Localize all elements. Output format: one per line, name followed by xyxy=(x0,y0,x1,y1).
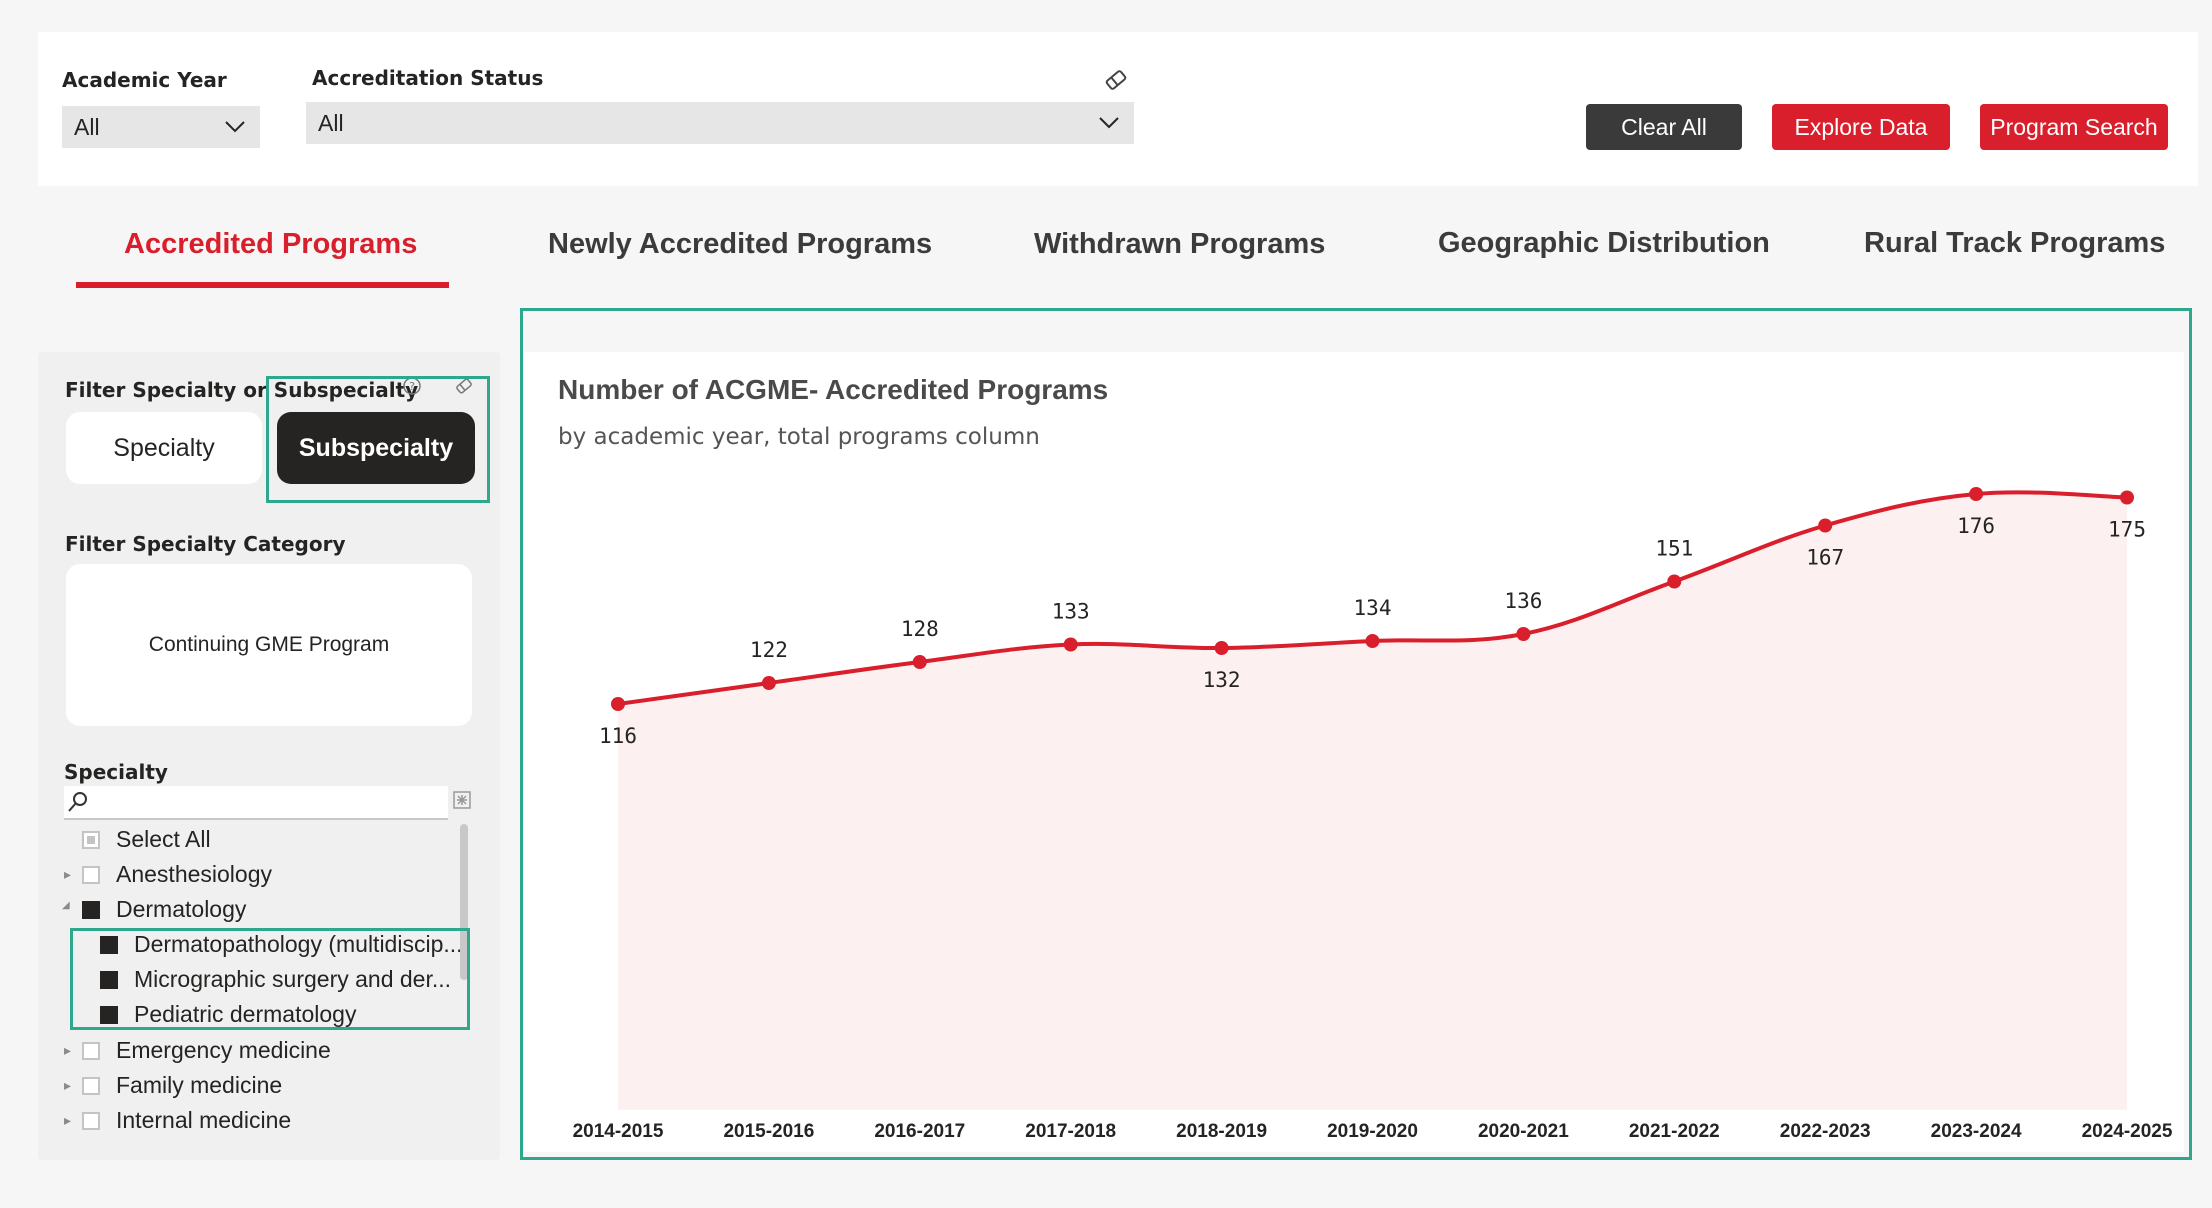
list-item-family-medicine[interactable]: Family medicine xyxy=(82,1072,282,1099)
filter-specialty-label: Filter Specialty or Subspecialty xyxy=(65,378,419,402)
data-label: 167 xyxy=(1806,546,1844,570)
program-search-button[interactable]: Program Search xyxy=(1980,104,2168,150)
data-label: 132 xyxy=(1203,668,1241,692)
expand-icon[interactable]: ▸ xyxy=(64,866,72,882)
clear-selection-icon[interactable] xyxy=(452,790,472,810)
list-item-micrographic-surgery[interactable]: Micrographic surgery and der... xyxy=(100,966,451,993)
checkbox[interactable] xyxy=(82,865,100,884)
collapse-icon[interactable]: ◢ xyxy=(62,900,70,911)
accreditation-status-value: All xyxy=(318,109,344,136)
tab-withdrawn-programs[interactable]: Withdrawn Programs xyxy=(1034,228,1326,260)
checkbox[interactable] xyxy=(100,1005,118,1024)
tab-rural-track-programs[interactable]: Rural Track Programs xyxy=(1864,227,2166,259)
tab-accredited-programs[interactable]: Accredited Programs xyxy=(124,228,418,260)
x-tick-label: 2024-2025 xyxy=(2082,1121,2173,1142)
checkbox[interactable] xyxy=(82,1111,100,1130)
data-point[interactable] xyxy=(2120,490,2134,505)
chart-title: Number of ACGME- Accredited Programs xyxy=(558,374,1109,405)
eraser-icon[interactable] xyxy=(453,375,475,397)
x-tick-label: 2020-2021 xyxy=(1478,1121,1569,1142)
list-scrollbar[interactable] xyxy=(460,824,468,980)
x-tick-label: 2018-2019 xyxy=(1176,1121,1267,1142)
data-point[interactable] xyxy=(1969,487,1984,501)
expand-icon[interactable]: ▸ xyxy=(64,1042,72,1058)
data-label: 151 xyxy=(1655,537,1693,561)
tab-newly-accredited-programs[interactable]: Newly Accredited Programs xyxy=(548,228,933,260)
chevron-down-icon xyxy=(1099,117,1119,129)
list-item-internal-medicine[interactable]: Internal medicine xyxy=(82,1107,291,1134)
left-filter-panel xyxy=(38,352,500,1160)
data-label: 133 xyxy=(1052,600,1090,624)
svg-text:?: ? xyxy=(409,380,415,393)
data-point[interactable] xyxy=(1214,641,1229,655)
checkbox[interactable] xyxy=(82,1076,100,1095)
checkbox[interactable] xyxy=(82,900,100,919)
list-item-dermatopathology[interactable]: Dermatopathology (multidiscip... xyxy=(100,931,463,958)
checkbox[interactable] xyxy=(82,1041,100,1060)
data-label: 176 xyxy=(1957,514,1995,538)
clear-all-button[interactable]: Clear All xyxy=(1586,104,1742,150)
area-fill xyxy=(618,492,2127,1110)
x-tick-label: 2014-2015 xyxy=(573,1121,664,1142)
specialty-category-button[interactable]: Continuing GME Program xyxy=(66,564,472,726)
x-tick-label: 2017-2018 xyxy=(1025,1121,1116,1142)
expand-icon[interactable]: ▸ xyxy=(64,1112,72,1128)
x-tick-label: 2015-2016 xyxy=(723,1121,814,1142)
subspecialty-toggle-button[interactable]: Subspecialty xyxy=(277,412,475,484)
data-point[interactable] xyxy=(912,655,927,669)
data-point[interactable] xyxy=(1365,634,1380,648)
data-label: 116 xyxy=(599,724,637,748)
x-tick-label: 2021-2022 xyxy=(1629,1121,1720,1142)
accreditation-status-dropdown[interactable]: All xyxy=(306,102,1134,144)
expand-icon[interactable]: ▸ xyxy=(64,1077,72,1093)
specialty-list-label: Specialty xyxy=(64,760,168,784)
checkbox[interactable] xyxy=(100,935,118,954)
list-item-emergency-medicine[interactable]: Emergency medicine xyxy=(82,1037,331,1064)
eraser-icon[interactable] xyxy=(1102,66,1130,94)
x-tick-label: 2023-2024 xyxy=(1931,1121,2022,1142)
accreditation-status-label: Accreditation Status xyxy=(312,66,544,90)
search-icon xyxy=(68,792,87,812)
filter-specialty-category-label: Filter Specialty Category xyxy=(65,532,346,556)
checkbox[interactable] xyxy=(82,830,100,849)
data-label: 136 xyxy=(1504,589,1542,613)
academic-year-dropdown[interactable]: All xyxy=(62,106,260,148)
x-tick-label: 2022-2023 xyxy=(1780,1121,1871,1142)
chart-subtitle: by academic year, total programs column xyxy=(558,424,1040,450)
data-point[interactable] xyxy=(1516,627,1531,641)
data-point[interactable] xyxy=(761,676,776,690)
academic-year-value: All xyxy=(74,113,100,140)
list-item-select-all[interactable]: Select All xyxy=(82,826,211,853)
specialty-toggle-button[interactable]: Specialty xyxy=(66,412,262,484)
data-point[interactable] xyxy=(1063,637,1078,652)
tab-geographic-distribution[interactable]: Geographic Distribution xyxy=(1438,227,1770,259)
data-point[interactable] xyxy=(1818,518,1833,533)
chevron-down-icon xyxy=(225,121,245,133)
academic-year-label: Academic Year xyxy=(62,68,227,92)
data-point[interactable] xyxy=(1667,574,1682,589)
specialty-search-input[interactable] xyxy=(64,786,448,820)
explore-data-button[interactable]: Explore Data xyxy=(1772,104,1950,150)
data-point[interactable] xyxy=(611,697,625,711)
data-label: 128 xyxy=(901,617,939,641)
list-item-anesthesiology[interactable]: Anesthesiology xyxy=(82,861,272,888)
list-item-dermatology[interactable]: Dermatology xyxy=(82,896,246,923)
list-item-pediatric-dermatology[interactable]: Pediatric dermatology xyxy=(100,1001,356,1028)
checkbox[interactable] xyxy=(100,970,118,989)
active-tab-indicator xyxy=(76,282,449,288)
data-label: 175 xyxy=(2108,518,2146,542)
data-label: 134 xyxy=(1354,596,1392,620)
data-label: 122 xyxy=(750,638,788,662)
x-tick-label: 2016-2017 xyxy=(874,1121,965,1142)
x-tick-label: 2019-2020 xyxy=(1327,1121,1418,1142)
